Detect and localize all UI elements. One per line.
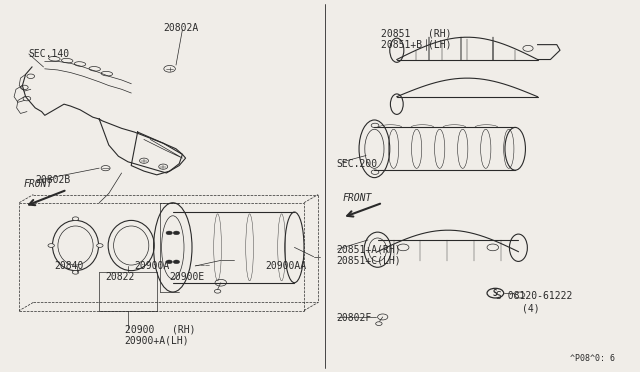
Text: FRONT: FRONT — [342, 193, 372, 203]
Text: 20802A: 20802A — [163, 23, 198, 33]
Text: 20822: 20822 — [106, 272, 135, 282]
Text: 20802F: 20802F — [336, 313, 371, 323]
Text: 20851+A(RH): 20851+A(RH) — [336, 244, 401, 254]
Text: S 08120-61222: S 08120-61222 — [496, 291, 572, 301]
Text: SEC.140: SEC.140 — [29, 49, 70, 59]
Circle shape — [173, 260, 180, 264]
Text: 20900   (RH): 20900 (RH) — [125, 324, 195, 334]
Text: ^P08^0: 6: ^P08^0: 6 — [570, 355, 614, 363]
Text: FRONT: FRONT — [24, 179, 53, 189]
Ellipse shape — [48, 244, 54, 247]
Text: S: S — [493, 289, 498, 298]
Text: 20802B: 20802B — [35, 176, 70, 185]
Text: 20900E: 20900E — [170, 272, 205, 282]
Text: 20900A: 20900A — [134, 261, 170, 271]
Text: 20851+C(LH): 20851+C(LH) — [336, 256, 401, 265]
Ellipse shape — [72, 270, 79, 274]
Circle shape — [166, 231, 172, 235]
Ellipse shape — [97, 244, 103, 247]
Text: 20900AA: 20900AA — [266, 261, 307, 271]
Text: SEC.200: SEC.200 — [336, 159, 377, 169]
Text: 20851+B (LH): 20851+B (LH) — [381, 40, 451, 49]
Circle shape — [173, 231, 180, 235]
Ellipse shape — [72, 217, 79, 221]
Text: 20840: 20840 — [54, 261, 84, 271]
Circle shape — [166, 260, 172, 264]
Text: (4): (4) — [522, 304, 540, 314]
Text: 20851   (RH): 20851 (RH) — [381, 29, 451, 38]
Text: 20900+A(LH): 20900+A(LH) — [125, 336, 189, 345]
